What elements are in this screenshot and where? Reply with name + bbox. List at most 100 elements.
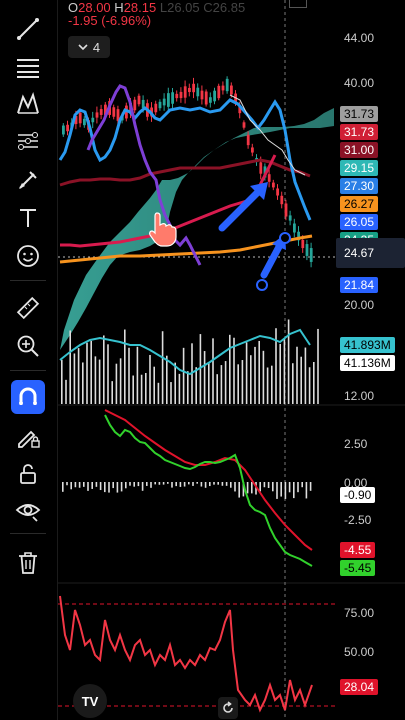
- zoom-in-tool[interactable]: [11, 329, 45, 363]
- unlock-icon: [20, 464, 36, 484]
- volume-tag: 41.136M: [340, 355, 395, 371]
- prediction-tool[interactable]: [11, 124, 45, 158]
- volume-bar: [170, 382, 172, 404]
- candle-body: [242, 122, 246, 128]
- ichimoku-cloud: [60, 108, 334, 350]
- macd-histogram-bar: [297, 482, 299, 493]
- indicators-collapse-button[interactable]: 4: [68, 36, 110, 58]
- drawn-arrowhead: [250, 182, 268, 200]
- reset-chart-button[interactable]: [218, 697, 238, 719]
- volume-bar: [199, 334, 202, 404]
- volume-bar: [119, 358, 122, 404]
- tradingview-logo[interactable]: TV: [73, 684, 107, 718]
- low-label: L: [159, 0, 168, 15]
- ruler-icon: [16, 296, 40, 320]
- ma-purple-line: [86, 84, 202, 266]
- rsi-axis-label: 50.00: [344, 645, 375, 659]
- volume-bar: [212, 338, 214, 404]
- text-tool[interactable]: [11, 201, 45, 235]
- candle-body: [293, 223, 296, 233]
- macd-histogram-bar: [179, 482, 182, 487]
- volume-bar: [300, 356, 302, 404]
- pattern-tool[interactable]: [11, 87, 45, 121]
- volume-bar: [250, 355, 252, 404]
- candle-body: [95, 112, 99, 118]
- candle-body: [297, 231, 300, 241]
- volume-bar: [245, 342, 248, 404]
- brush-tool[interactable]: [11, 163, 45, 197]
- candle-body: [217, 85, 221, 99]
- legend-toggle-icon[interactable]: [289, 0, 307, 8]
- volume-bar: [128, 347, 130, 404]
- volume-bar: [98, 359, 101, 404]
- volume-bar: [157, 382, 160, 404]
- candle-body: [183, 86, 187, 98]
- candle-body: [78, 112, 82, 124]
- candle-body: [200, 90, 204, 100]
- rsi-line: [59, 595, 313, 713]
- volume-bar: [145, 372, 147, 404]
- drawing-anchor-handle[interactable]: [256, 279, 268, 291]
- candle-body: [62, 125, 65, 135]
- macd-histogram-bar: [225, 482, 228, 486]
- macd-histogram-bar: [154, 482, 156, 485]
- high-value: 28.15: [123, 0, 157, 15]
- measure-tool[interactable]: [11, 291, 45, 325]
- macd-histogram-bar: [267, 482, 270, 488]
- macd-histogram-bar: [104, 482, 106, 493]
- macd-histogram-bar: [66, 482, 68, 486]
- volume-bar: [132, 375, 134, 404]
- candle-body: [309, 248, 313, 262]
- volume-bar: [65, 379, 67, 404]
- macd-histogram-bar: [200, 482, 203, 487]
- volume-bar: [208, 362, 210, 404]
- macd-histogram-bar: [230, 482, 232, 488]
- volume-bar: [90, 340, 92, 404]
- candle-body: [204, 91, 208, 105]
- candle-body: [158, 101, 162, 109]
- macd-histogram-bar: [141, 482, 144, 491]
- macd-histogram-bar: [204, 482, 207, 488]
- macd-axis-label: 0.00: [344, 476, 368, 490]
- volume-bar: [82, 362, 84, 404]
- volume-bar: [271, 365, 273, 404]
- volume-bar: [241, 360, 244, 404]
- macd-histogram-bar: [221, 482, 224, 486]
- candle-body: [116, 109, 120, 121]
- candle-body: [192, 83, 195, 93]
- volume-bar: [153, 366, 155, 404]
- emoji-tool[interactable]: [11, 239, 45, 273]
- ma-white-line: [229, 94, 306, 176]
- candle-body: [209, 97, 212, 103]
- trend-line-tool[interactable]: [11, 12, 45, 46]
- rsi-axis-label: 75.00: [344, 606, 375, 620]
- drawn-arrow[interactable]: [218, 184, 266, 232]
- macd-histogram-bar: [146, 482, 148, 486]
- lock-drawing-tool[interactable]: [11, 420, 45, 454]
- volume-bar: [283, 338, 286, 404]
- hand-cursor-icon: [149, 212, 177, 247]
- macd-histogram-bar: [263, 482, 266, 488]
- macd-histogram-bar: [276, 482, 278, 499]
- fib-retracement-tool[interactable]: [11, 50, 45, 84]
- hide-drawings-tool[interactable]: [11, 493, 45, 527]
- macd-histogram-bar: [87, 482, 89, 491]
- price-tag: 21.84: [340, 277, 379, 293]
- macd-line-tag: -5.45: [340, 560, 376, 576]
- open-label: O: [68, 0, 79, 15]
- drawn-arrow[interactable]: [260, 239, 285, 279]
- close-label: C: [203, 0, 213, 15]
- ma-blue-line: [58, 98, 312, 221]
- magnet-mode-tool[interactable]: [11, 380, 45, 414]
- macd-histogram-bar: [99, 482, 102, 491]
- macd-histogram-bar: [251, 482, 253, 494]
- candle-body: [238, 106, 242, 114]
- drawing-anchor-handle[interactable]: [279, 232, 291, 244]
- open-value: 28.00: [78, 0, 111, 15]
- macd-histogram-bar: [108, 482, 110, 493]
- lock-all-tool[interactable]: [11, 457, 45, 491]
- macd-histogram-bar: [183, 482, 186, 487]
- candle-body: [179, 91, 183, 99]
- delete-drawings-tool[interactable]: [11, 546, 45, 580]
